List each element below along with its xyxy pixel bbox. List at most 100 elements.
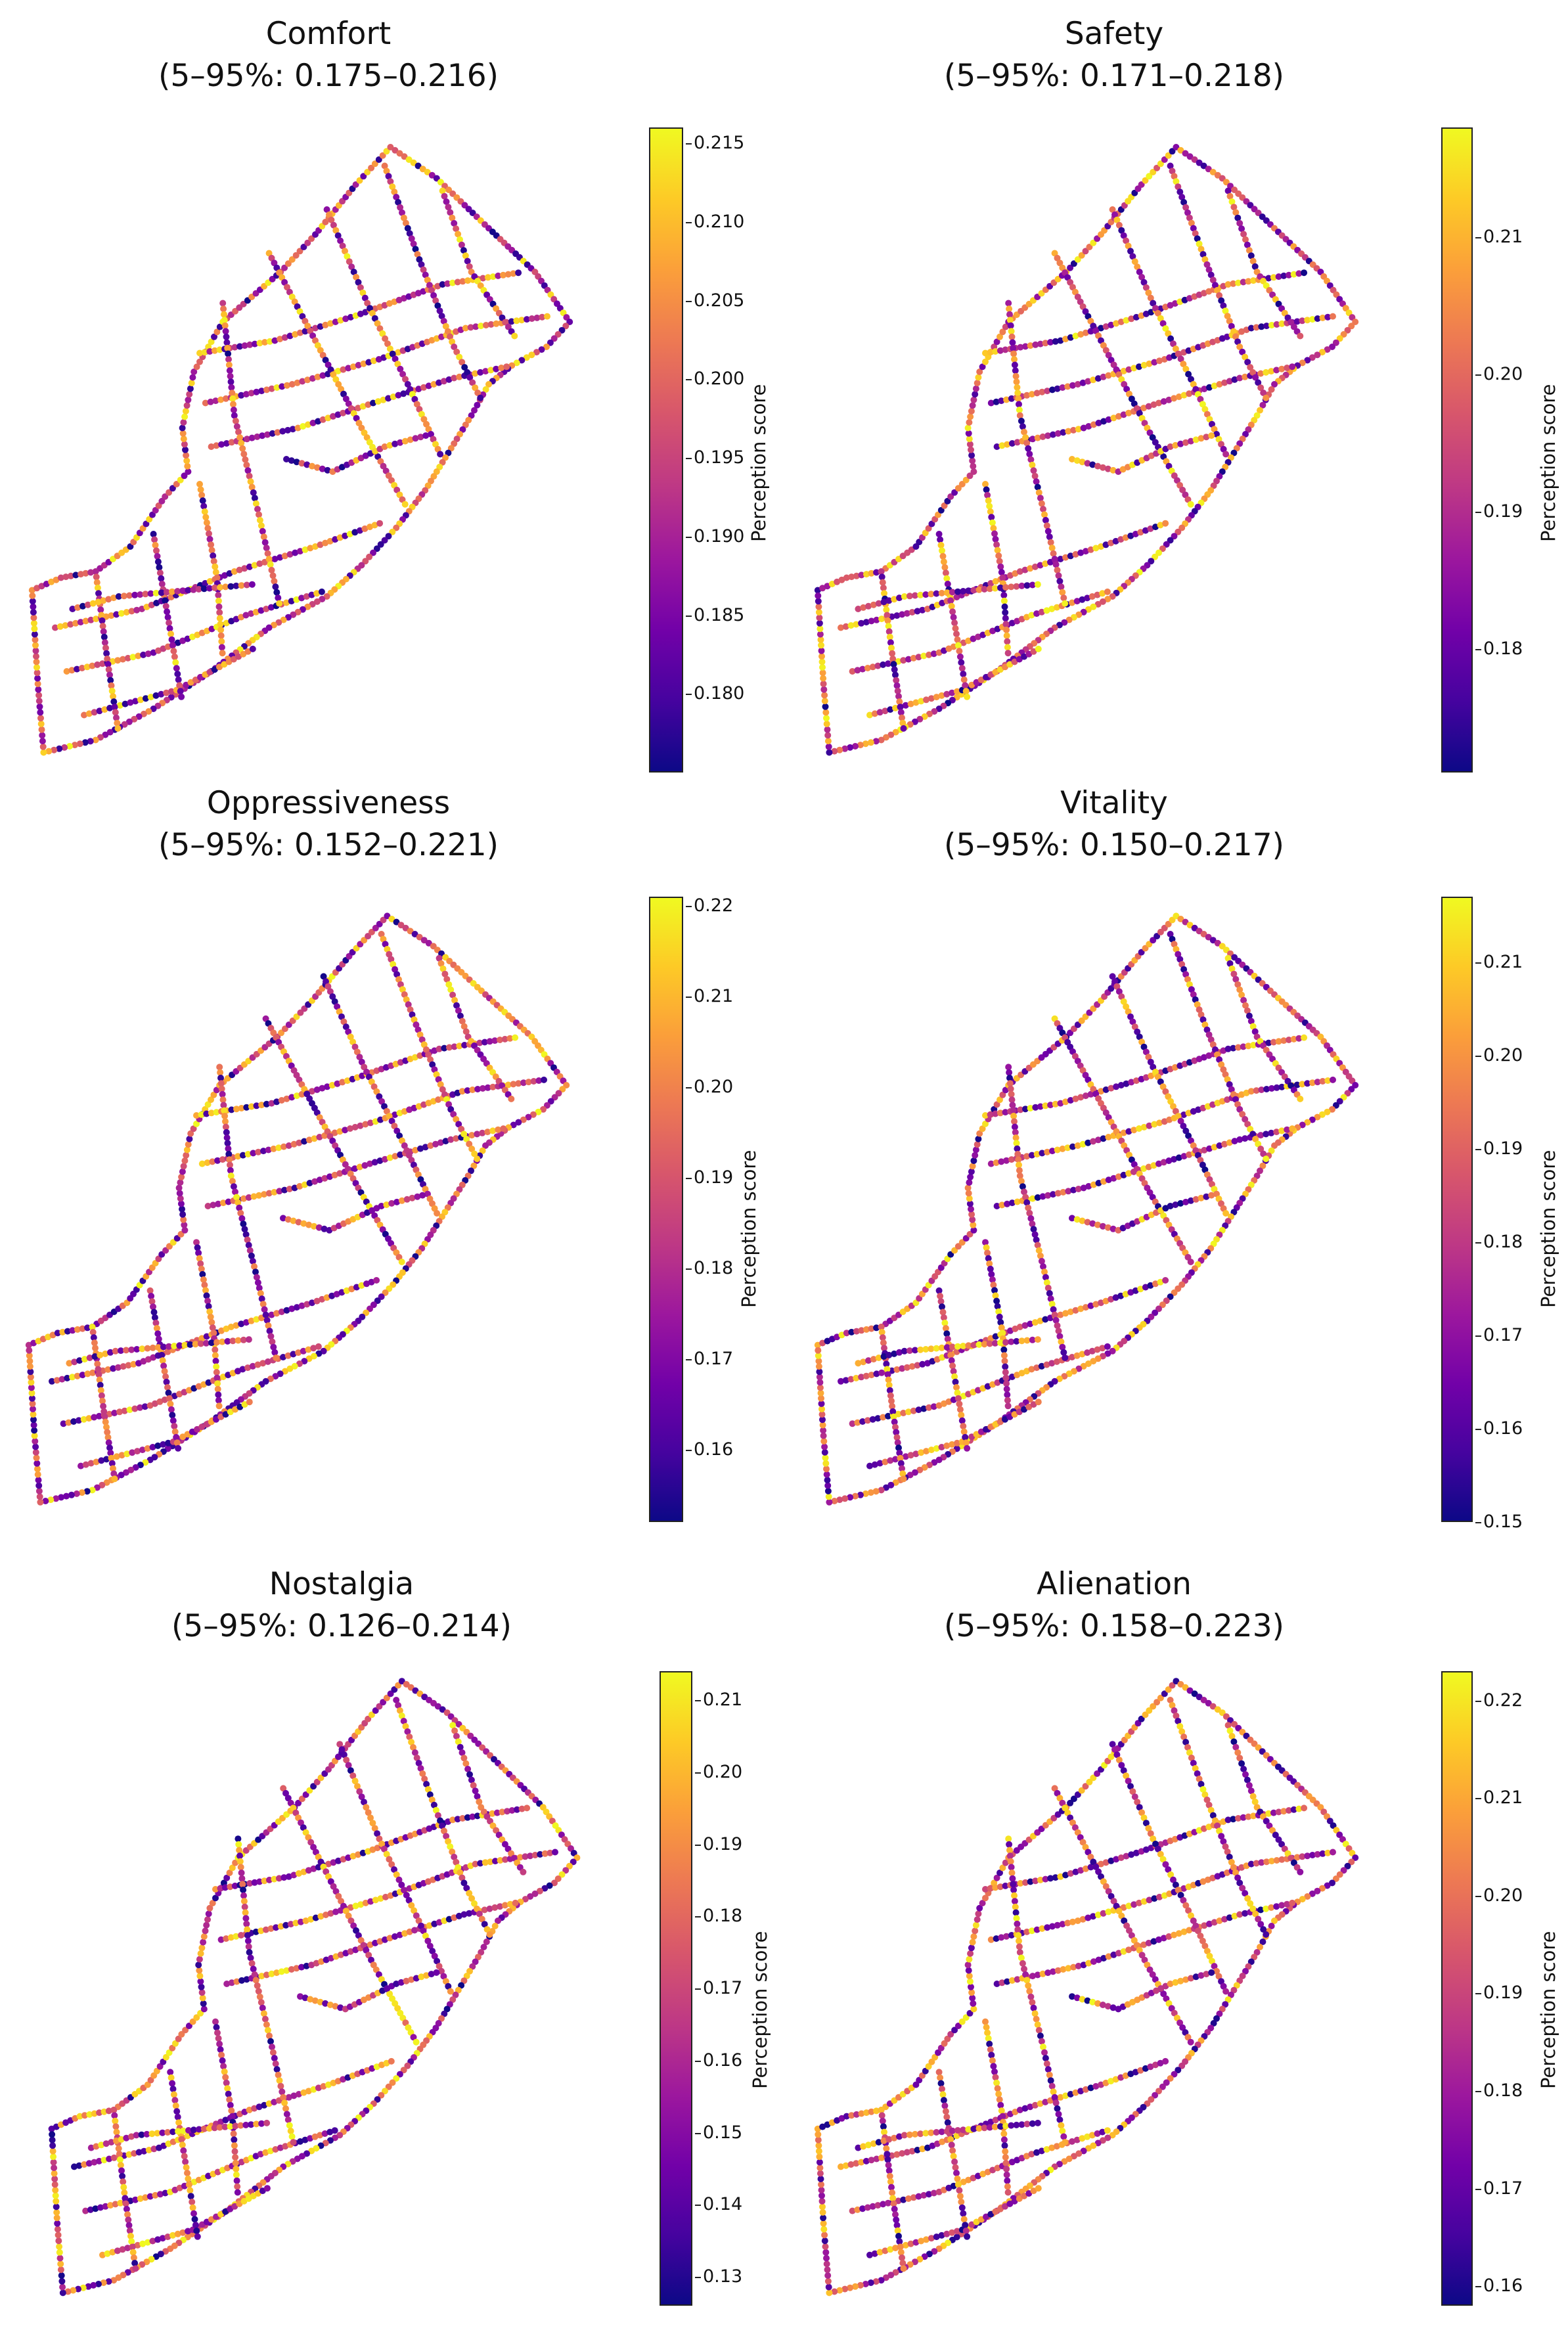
- street-point: [1007, 317, 1014, 323]
- street-point: [174, 671, 181, 677]
- street-point: [376, 520, 383, 527]
- street-point: [204, 520, 210, 526]
- street-point: [1002, 621, 1009, 627]
- street-point: [39, 727, 45, 733]
- street-point: [524, 1805, 530, 1811]
- street-point: [822, 698, 828, 704]
- street-point: [166, 1395, 173, 1402]
- street-point: [954, 1389, 961, 1396]
- street-point: [222, 323, 229, 329]
- street-point: [958, 1412, 964, 1418]
- street-point: [217, 615, 223, 621]
- street-point: [964, 694, 970, 700]
- street-point: [965, 1184, 972, 1191]
- street-point: [265, 550, 271, 557]
- street-point: [434, 1210, 440, 1217]
- street-point: [887, 634, 893, 640]
- street-point: [257, 517, 263, 524]
- street-point: [200, 1995, 206, 2002]
- street-point: [983, 486, 990, 493]
- street-point: [984, 492, 991, 499]
- street-point: [1021, 429, 1027, 436]
- street-point: [972, 1152, 978, 1159]
- street-point: [822, 1460, 829, 1467]
- street-point: [1014, 378, 1020, 385]
- street-point: [37, 715, 44, 721]
- street-point: [229, 395, 236, 402]
- street-point: [1162, 1277, 1169, 1284]
- street-point: [1004, 633, 1010, 639]
- street-point: [189, 380, 195, 386]
- street-point: [825, 738, 832, 744]
- street-point: [995, 547, 1001, 554]
- street-point: [1289, 1125, 1295, 1132]
- colorbar-tick-label: 0.16: [1483, 1419, 1523, 1439]
- street-point: [256, 511, 262, 518]
- street-point: [956, 1401, 962, 1407]
- street-point: [273, 589, 280, 596]
- street-point: [1035, 1336, 1041, 1343]
- street-point: [960, 671, 966, 677]
- street-point: [1035, 646, 1042, 652]
- street-point: [821, 692, 828, 698]
- street-map-scatter: [0, 13, 631, 782]
- street-point: [58, 2266, 64, 2273]
- street-point: [206, 530, 212, 537]
- street-point: [963, 1439, 970, 1446]
- street-point: [1036, 489, 1042, 496]
- street-point: [59, 2284, 66, 2291]
- street-point: [990, 525, 997, 531]
- street-point: [228, 378, 235, 385]
- street-point: [399, 1259, 405, 1265]
- street-point: [1330, 1077, 1336, 1083]
- street-point: [970, 1163, 976, 1169]
- street-point: [168, 631, 174, 637]
- street-point: [1002, 604, 1008, 610]
- street-point: [1222, 1210, 1229, 1217]
- street-point: [966, 1179, 972, 1186]
- colorbar-label: Perception score: [748, 384, 770, 542]
- street-point: [53, 2209, 60, 2216]
- street-point: [259, 528, 266, 535]
- street-point: [970, 397, 977, 403]
- street-point: [154, 553, 161, 560]
- street-point: [962, 682, 968, 688]
- street-point: [1056, 578, 1063, 585]
- colorbar: [649, 127, 683, 773]
- street-point: [199, 1989, 206, 1996]
- street-point: [1222, 451, 1229, 457]
- street-point: [937, 536, 943, 543]
- street-point: [952, 625, 959, 632]
- street-point: [997, 558, 1003, 564]
- street-point: [186, 1136, 192, 1142]
- street-point: [34, 1460, 40, 1467]
- street-point: [1025, 445, 1031, 452]
- street-point: [187, 386, 194, 392]
- street-point: [939, 547, 945, 554]
- colorbar-label: Perception score: [1537, 384, 1559, 542]
- street-point: [196, 1967, 202, 1974]
- street-point: [206, 1910, 212, 1917]
- street-point: [956, 648, 962, 654]
- street-point: [974, 1141, 981, 1148]
- street-point: [826, 1493, 832, 1500]
- street-point: [209, 547, 215, 554]
- street-point: [235, 429, 242, 436]
- street-point: [49, 2131, 55, 2138]
- street-point: [258, 522, 265, 529]
- street-point: [936, 531, 943, 537]
- street-point: [225, 356, 232, 363]
- street-point: [196, 481, 203, 487]
- street-point: [1060, 594, 1067, 601]
- street-point: [36, 698, 43, 704]
- street-point: [1054, 567, 1061, 573]
- street-point: [477, 395, 483, 401]
- street-point: [1062, 600, 1068, 607]
- street-point: [1208, 1192, 1215, 1199]
- street-point: [169, 642, 176, 648]
- street-point: [210, 1330, 217, 1336]
- street-point: [941, 558, 947, 565]
- street-point: [261, 533, 267, 540]
- street-point: [964, 1445, 970, 1452]
